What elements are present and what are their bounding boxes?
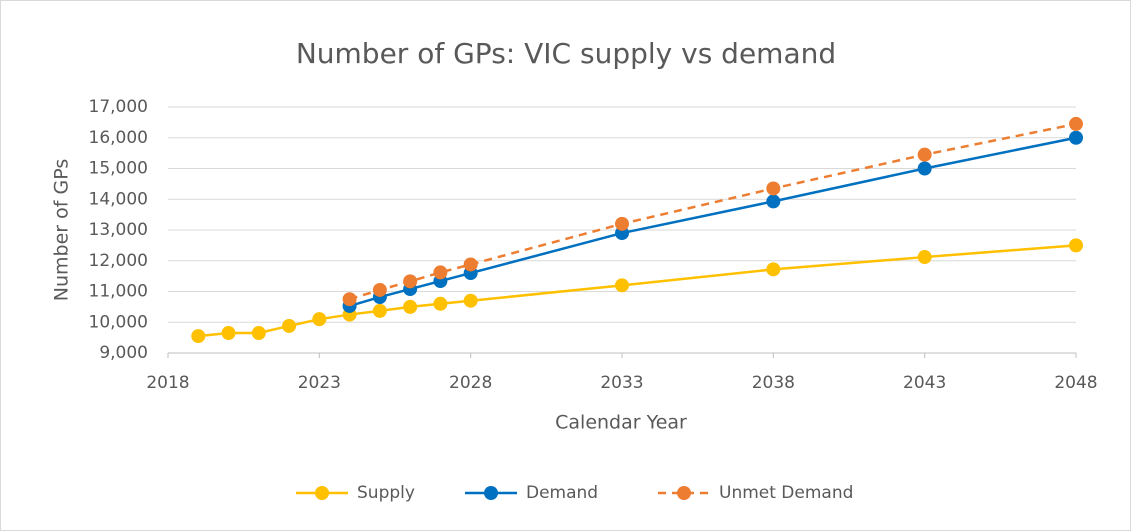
data-point bbox=[221, 326, 236, 341]
x-tick-label: 2038 bbox=[752, 373, 795, 393]
chart-title: Number of GPs: VIC supply vs demand bbox=[296, 37, 836, 70]
y-tick-label: 17,000 bbox=[89, 97, 148, 117]
x-axis-title: Calendar Year bbox=[555, 412, 687, 434]
data-point bbox=[766, 262, 781, 277]
y-axis-title: Number of GPs bbox=[51, 159, 73, 301]
data-point bbox=[917, 147, 932, 162]
x-tick-label: 2028 bbox=[449, 373, 492, 393]
data-point bbox=[282, 318, 297, 333]
legend-label: Supply bbox=[357, 483, 415, 503]
y-tick-label: 13,000 bbox=[89, 220, 148, 240]
data-point bbox=[433, 296, 448, 311]
data-point bbox=[1069, 116, 1083, 131]
y-tick-label: 12,000 bbox=[89, 251, 148, 271]
data-point bbox=[403, 299, 418, 314]
y-tick-label: 11,000 bbox=[89, 282, 148, 302]
legend-label: Demand bbox=[526, 483, 598, 503]
data-point bbox=[917, 250, 932, 265]
data-point bbox=[1069, 238, 1083, 253]
y-tick-label: 9,000 bbox=[99, 343, 148, 363]
y-tick-label: 15,000 bbox=[89, 159, 148, 179]
data-point bbox=[917, 161, 932, 176]
data-point bbox=[766, 181, 781, 196]
x-tick-label: 2033 bbox=[600, 373, 643, 393]
data-point bbox=[615, 278, 629, 293]
series-line bbox=[349, 122, 1077, 301]
legend-marker bbox=[677, 486, 691, 500]
data-point bbox=[372, 282, 387, 297]
data-point bbox=[615, 216, 629, 231]
data-point bbox=[191, 329, 206, 344]
x-tick-label: 2023 bbox=[298, 373, 341, 393]
data-point bbox=[342, 292, 357, 307]
data-point bbox=[463, 293, 478, 308]
data-point bbox=[251, 326, 266, 341]
data-point bbox=[1069, 130, 1083, 145]
data-point bbox=[312, 312, 327, 327]
legend-marker bbox=[315, 486, 329, 500]
x-tick-label: 2043 bbox=[903, 373, 946, 393]
data-point bbox=[433, 265, 448, 280]
x-tick-label: 2048 bbox=[1054, 373, 1097, 393]
data-point bbox=[463, 257, 478, 272]
legend-label: Unmet Demand bbox=[719, 483, 853, 503]
y-tick-label: 14,000 bbox=[89, 189, 148, 209]
y-tick-label: 10,000 bbox=[89, 312, 148, 332]
legend-marker bbox=[484, 486, 498, 500]
data-point bbox=[766, 194, 781, 209]
x-tick-label: 2018 bbox=[146, 373, 189, 393]
data-point bbox=[372, 303, 387, 318]
y-tick-label: 16,000 bbox=[89, 128, 148, 148]
data-point bbox=[403, 274, 418, 289]
